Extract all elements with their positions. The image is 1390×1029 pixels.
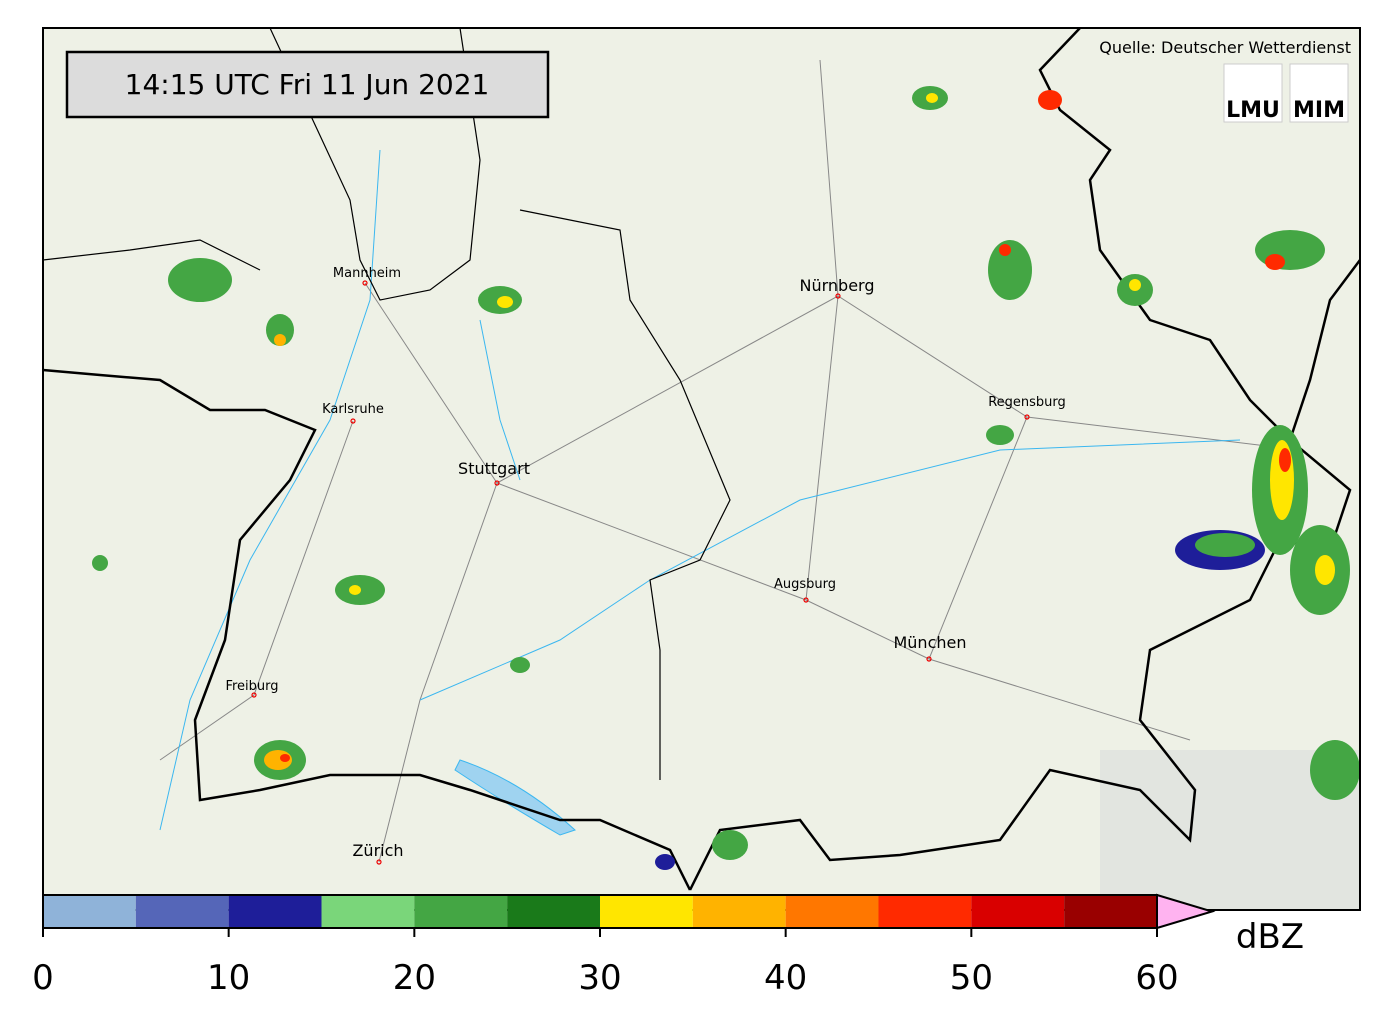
colorbar-segment bbox=[971, 895, 1065, 928]
colorbar-tick-label: 50 bbox=[950, 958, 993, 998]
source: Quelle: Deutscher Wetterdienst bbox=[1099, 38, 1351, 57]
city-label: Freiburg bbox=[225, 679, 278, 694]
colorbar-segment bbox=[878, 895, 972, 928]
timestamp: 14:15 UTC Fri 11 Jun 2021 bbox=[125, 68, 490, 101]
colorbar-segment bbox=[692, 895, 786, 928]
logo bbox=[1223, 63, 1283, 123]
colorbar-segment bbox=[414, 895, 508, 928]
colorbar-segment bbox=[1064, 895, 1157, 928]
city-label: Karlsruhe bbox=[322, 402, 384, 417]
colorbar-tick-label: 30 bbox=[578, 958, 621, 998]
colorbar-segment bbox=[785, 895, 879, 928]
city-label: München bbox=[893, 633, 966, 652]
logo bbox=[1289, 63, 1349, 123]
colorbar-tick-label: 10 bbox=[207, 958, 250, 998]
colorbar-tick-label: 20 bbox=[393, 958, 436, 998]
borders bbox=[42, 27, 1361, 891]
city-dots bbox=[251, 280, 1030, 865]
colorbar-segment bbox=[228, 895, 322, 928]
colorbar-tick-label: 60 bbox=[1135, 958, 1178, 998]
colorbar-unit: dBZ bbox=[1236, 917, 1304, 957]
city-label: Regensburg bbox=[988, 395, 1066, 410]
logo-text: MIM bbox=[1293, 98, 1345, 123]
colorbar-tick-label: 0 bbox=[32, 958, 54, 998]
roads bbox=[159, 59, 1301, 863]
city-label: Zürich bbox=[352, 841, 403, 860]
colorbar-segment bbox=[600, 895, 693, 928]
rivers bbox=[159, 149, 1241, 831]
colorbar-segment bbox=[321, 895, 415, 928]
colorbar-segment bbox=[43, 895, 136, 928]
logo-text: LMU bbox=[1226, 98, 1280, 123]
city-label: Nürnberg bbox=[800, 276, 875, 295]
timestamp-box bbox=[65, 50, 550, 119]
colorbar-segment bbox=[507, 895, 600, 928]
city-label: Stuttgart bbox=[458, 459, 530, 478]
colorbar-tick-label: 40 bbox=[764, 958, 807, 998]
city-label: Mannheim bbox=[333, 266, 401, 281]
colorbar: 0 10 20 30 40 50 60 bbox=[32, 893, 1216, 998]
radar-echoes bbox=[92, 86, 1360, 870]
city-label: Augsburg bbox=[774, 577, 836, 592]
colorbar-segment bbox=[135, 895, 229, 928]
